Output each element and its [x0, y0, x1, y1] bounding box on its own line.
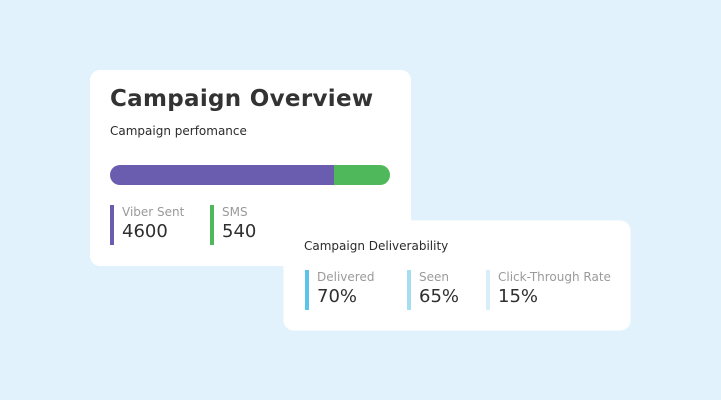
stat-label: Delivered	[317, 270, 375, 284]
seen-stat: Seen 65%	[407, 270, 459, 310]
stat-label: SMS	[222, 205, 248, 219]
stat-label: Seen	[419, 270, 449, 284]
viber-sent-stat: Viber Sent 4600	[110, 205, 184, 245]
sms-stat: SMS 540	[210, 205, 256, 245]
stat-value: 70%	[317, 286, 358, 307]
campaign-deliverability-card: Campaign Deliverability Delivered 70% Se…	[284, 221, 630, 330]
stat-label: Viber Sent	[122, 205, 185, 219]
card-subtitle: Campaign perfomance	[110, 124, 247, 138]
stat-label: Click-Through Rate	[498, 270, 611, 284]
stat-value: 65%	[419, 286, 460, 307]
performance-progress-bar	[110, 165, 390, 185]
campaign-overview-card: Campaign Overview Campaign perfomance Vi…	[90, 70, 411, 266]
stat-value: 15%	[498, 286, 539, 307]
viber-bar-segment	[110, 165, 334, 185]
sms-bar-segment	[334, 165, 390, 185]
delivered-stat: Delivered 70%	[305, 270, 374, 310]
card-title: Campaign Deliverability	[304, 239, 449, 253]
card-title: Campaign Overview	[110, 86, 374, 112]
stat-value: 4600	[122, 221, 168, 242]
click-through-rate-stat: Click-Through Rate 15%	[486, 270, 611, 310]
stat-value: 540	[222, 221, 257, 242]
